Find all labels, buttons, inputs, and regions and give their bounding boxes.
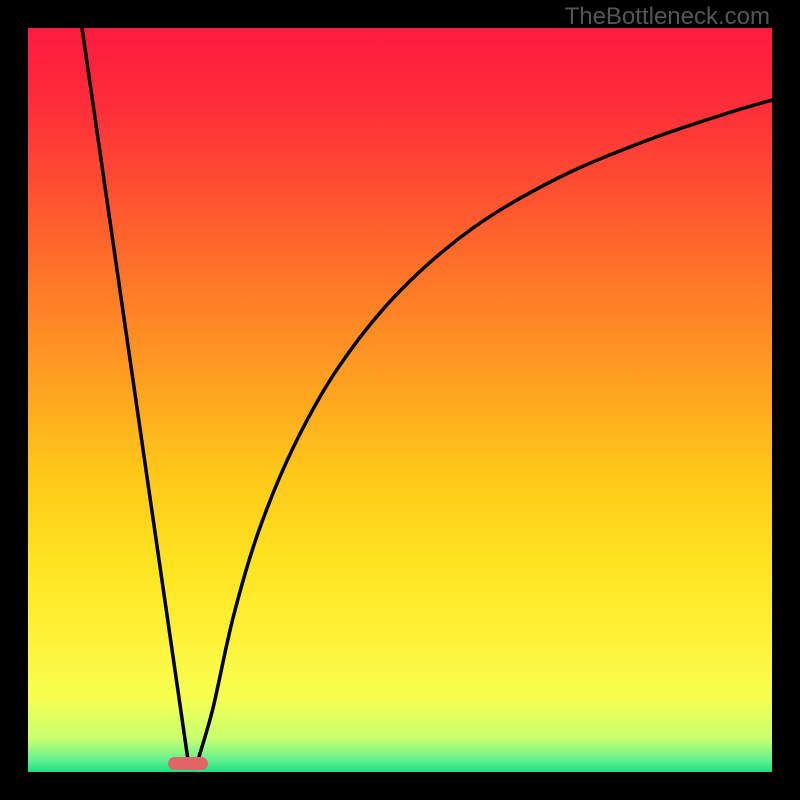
optimal-marker: [168, 757, 208, 770]
bottleneck-curve: [28, 28, 772, 772]
curve-path: [82, 28, 772, 760]
plot-area: [28, 28, 772, 772]
chart-container: TheBottleneck.com: [0, 0, 800, 800]
attribution-text: TheBottleneck.com: [565, 3, 770, 31]
